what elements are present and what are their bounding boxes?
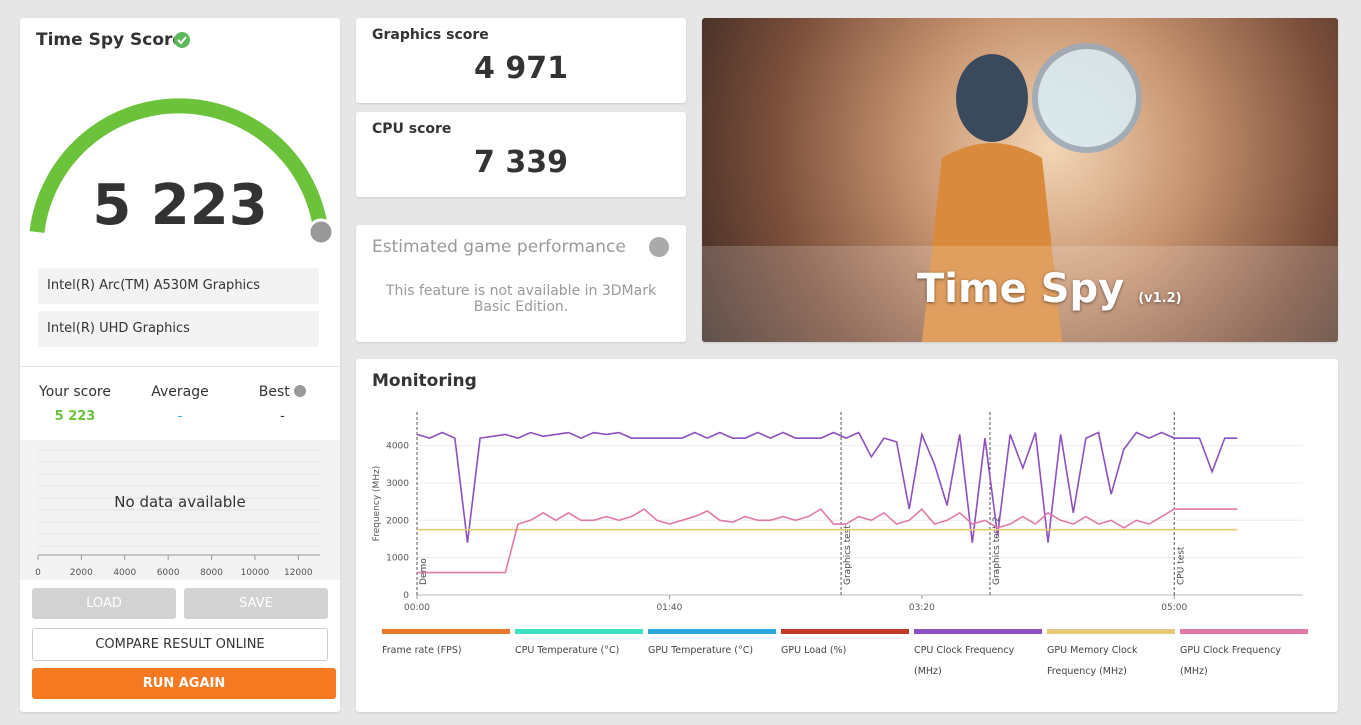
legend-swatch	[914, 629, 1042, 634]
legend-label: GPU Memory Clock Frequency (MHz)	[1047, 645, 1138, 677]
gauge	[29, 32, 335, 246]
figure	[922, 143, 1062, 342]
best-label: Best	[230, 384, 335, 400]
hero-image: Time Spy (v1.2)	[702, 18, 1338, 342]
score-value: 7 339	[474, 145, 568, 180]
x-tick-label: 2000	[70, 568, 93, 578]
legend-label: CPU Temperature (°C)	[515, 645, 620, 656]
hero-title-text: Time Spy	[917, 266, 1125, 312]
helmet	[956, 54, 1028, 142]
check-icon	[174, 32, 190, 48]
legend-swatch	[648, 629, 776, 634]
title-band	[702, 246, 1338, 342]
gpu-name: Intel(R) Arc(TM) A530M Graphics	[38, 268, 319, 304]
estimated-message: This feature is not available in 3DMark …	[385, 283, 657, 315]
cpu-score-card: CPU score 7 339	[356, 112, 686, 197]
score-value: 4 971	[474, 51, 568, 86]
legend-label: CPU Clock Frequency (MHz)	[914, 645, 1015, 677]
legend-item: GPU Load (%)	[781, 629, 909, 661]
legend-item: GPU Memory Clock Frequency (MHz)	[1047, 629, 1175, 682]
average: -	[177, 409, 183, 424]
no-data: No data available	[114, 493, 246, 511]
x-tick-label: 03:20	[909, 603, 935, 613]
marker-label: Graphics test 2	[992, 517, 1002, 585]
info-icon[interactable]	[294, 385, 307, 397]
legend-label: GPU Temperature (°C)	[648, 645, 754, 656]
legend-item: GPU Clock Frequency (MHz)	[1180, 629, 1308, 682]
legend-label: Frame rate (FPS)	[382, 645, 462, 656]
info-icon[interactable]	[649, 237, 669, 257]
estimated-title: Estimated game performance	[372, 237, 626, 257]
legend-swatch	[1047, 629, 1175, 634]
chart-title: Monitoring	[372, 371, 477, 391]
x-tick-label: 10000	[241, 568, 270, 578]
distribution-chart: 0 2000 4000 6000 8000 10000 12000	[35, 449, 320, 578]
score-label: Graphics score	[372, 27, 489, 43]
divider	[20, 366, 340, 367]
y-tick-label: 3000	[386, 479, 409, 489]
legend-item: GPU Temperature (°C)	[648, 629, 776, 661]
x-tick-label: 05:00	[1161, 603, 1187, 613]
y-tick-label: 1000	[386, 554, 409, 564]
x-tick-label: 01:40	[656, 603, 682, 613]
hero-art	[702, 43, 1338, 342]
check-mark	[177, 36, 187, 45]
x-tick-label: 12000	[284, 568, 313, 578]
score-value: 5 223	[92, 173, 268, 238]
legend-label: GPU Clock Frequency (MHz)	[1180, 645, 1281, 677]
legend-swatch	[382, 629, 510, 634]
score-label: CPU score	[372, 121, 452, 137]
y-tick-label: 4000	[386, 442, 409, 452]
legend-item: Frame rate (FPS)	[382, 629, 510, 661]
marker-label: CPU test	[1176, 546, 1186, 585]
legend-swatch	[515, 629, 643, 634]
distribution-area: 0 2000 4000 6000 8000 10000 12000 No data avai…	[20, 440, 340, 580]
run-again-button[interactable]: RUN AGAIN	[32, 668, 336, 699]
average-label: Average	[151, 384, 209, 400]
estimated-card: Estimated game performance This feature …	[356, 225, 686, 342]
best: -	[280, 409, 285, 424]
x-tick-label: 00:00	[404, 603, 430, 613]
series-line	[416, 431, 1238, 543]
legend-swatch	[1180, 629, 1308, 634]
gpu-name: Intel(R) UHD Graphics	[38, 311, 319, 347]
gauge-arc	[29, 98, 329, 233]
y-tick-label: 2000	[386, 516, 409, 526]
x-tick-label: 4000	[113, 568, 136, 578]
chart: 0 1000 2000 3000 4000 00:00 01:40 03:20 05:00 Fre…	[372, 412, 1303, 613]
legend-swatch	[781, 629, 909, 634]
marker-label: Demo	[419, 558, 429, 585]
hero-version: (v1.2)	[1138, 291, 1182, 306]
load-button[interactable]: LOAD	[32, 588, 176, 619]
y-tick-label: 0	[403, 591, 409, 601]
marker-label: Graphics test	[843, 525, 853, 585]
legend-item: CPU Temperature (°C)	[515, 629, 643, 661]
save-button[interactable]: SAVE	[184, 588, 328, 619]
legend-label: GPU Load (%)	[781, 645, 847, 656]
compare-button[interactable]: COMPARE RESULT ONLINE	[32, 628, 328, 661]
x-tick-label: 0	[35, 568, 41, 578]
series-line	[417, 507, 1238, 574]
graphics-score-card: Graphics score 4 971	[356, 18, 686, 103]
score-title: Time Spy Score	[36, 30, 184, 50]
score-card: Time Spy Score 5 223 Intel(R) Arc(TM) A5…	[20, 18, 340, 712]
x-tick-label: 8000	[200, 568, 223, 578]
legend-item: CPU Clock Frequency (MHz)	[914, 629, 1042, 682]
x-tick-label: 6000	[157, 568, 180, 578]
hero-title: Time Spy (v1.2)	[917, 266, 1182, 312]
your-score: 5 223	[54, 409, 96, 424]
your-score-label: Your score	[39, 384, 111, 400]
mirror	[1032, 43, 1142, 153]
monitoring-card: Monitoring 0 1000 2000 3000 4000 00:00 01:40 03…	[356, 359, 1338, 712]
y-axis-label: Frequency (MHz)	[372, 466, 382, 542]
gauge-knob	[307, 218, 335, 246]
best-label-text: Best	[258, 384, 290, 400]
